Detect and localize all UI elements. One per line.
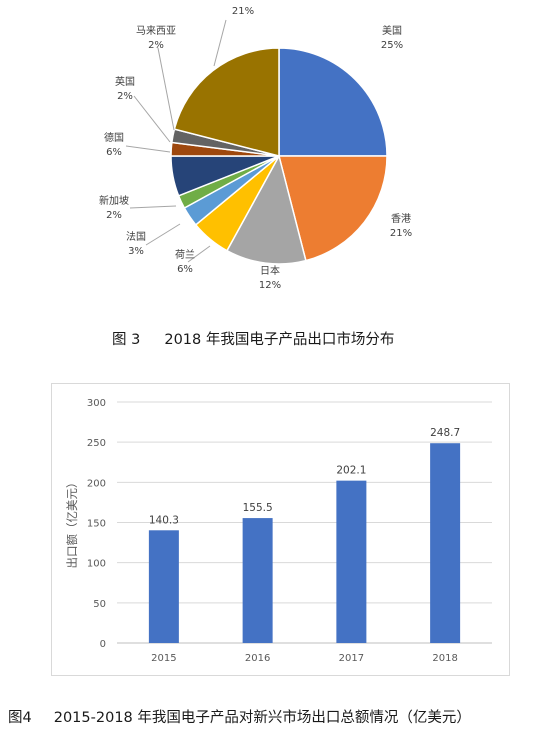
- x-tick-label: 2015: [151, 653, 176, 664]
- pie-percent-label: 2%: [117, 91, 133, 102]
- bar-2018: [430, 443, 461, 643]
- x-tick-label: 2018: [432, 653, 457, 664]
- y-tick-label: 300: [87, 398, 106, 409]
- pie-percent-label: 21%: [390, 228, 412, 239]
- bar-2017: [336, 480, 367, 643]
- leader-line-9: [157, 47, 175, 131]
- x-tick-label: 2017: [339, 653, 364, 664]
- pie-slice-3: [225, 153, 307, 265]
- pie-category-label: 英国: [115, 75, 135, 88]
- pie-percent-label: 25%: [381, 40, 403, 51]
- pie-category-label: 荷兰: [175, 248, 195, 261]
- pie-percent-label: 3%: [128, 246, 144, 257]
- pie-category-label: 新加坡: [99, 194, 129, 207]
- y-tick-label: 0: [100, 639, 106, 650]
- figure-4-number: 图4: [8, 710, 32, 726]
- y-tick-label: 50: [93, 599, 106, 610]
- bar-chart-frame: 0 50 100 150 200 250 300 出口额（亿美元） 140.3 2015 155.5…: [51, 383, 510, 676]
- pie-chart: 美国 25% 香港 21% 日本 12% 荷兰 6% 法国 3% 新加坡 2% 德国 6% 英国 2% 马来西亚…: [99, 6, 412, 291]
- pie-category-label: 法国: [126, 230, 146, 243]
- pie-slice-1: [278, 47, 388, 157]
- bar-2015: [148, 530, 179, 643]
- bar-data-label: 155.5: [243, 502, 273, 514]
- bar-data-label: 140.3: [149, 514, 179, 526]
- pie-category-label: 香港: [391, 213, 411, 225]
- leader-line-8: [133, 95, 171, 143]
- pie-percent-label: 21%: [232, 6, 254, 17]
- pie-slice-10: [173, 47, 280, 157]
- y-tick-label: 250: [87, 438, 106, 449]
- leader-line-7: [125, 145, 171, 153]
- bar-2016: [242, 518, 273, 643]
- pie-category-label: 日本: [260, 264, 280, 277]
- figure-3-caption: 图 3 2018 年我国电子产品出口市场分布: [112, 328, 394, 349]
- y-tick-label: 150: [87, 519, 106, 530]
- pie-percent-label: 2%: [106, 210, 122, 221]
- pie-percent-label: 2%: [148, 40, 164, 51]
- figure-3-number: 图 3: [112, 332, 141, 348]
- pie-category-label: 美国: [382, 24, 402, 37]
- leader-line-4: [187, 245, 211, 263]
- leader-line-6: [129, 205, 177, 209]
- y-axis-label: 出口额（亿美元）: [65, 477, 79, 569]
- figure-3-title: 2018 年我国电子产品出口市场分布: [164, 332, 395, 348]
- x-tick-label: 2016: [245, 653, 270, 664]
- bar-chart: 0 50 100 150 200 250 300 出口额（亿美元） 140.3 2015 155.5…: [65, 398, 492, 664]
- pie-percent-label: 12%: [259, 280, 281, 291]
- bar-data-label: 248.7: [430, 427, 460, 439]
- figure-4-title: 2015-2018 年我国电子产品对新兴市场出口总额情况（亿美元）: [53, 710, 471, 726]
- pie-category-label: 德国: [104, 131, 124, 144]
- pie-slice-2: [278, 155, 388, 262]
- pie-percent-label: 6%: [177, 264, 193, 275]
- figure-4-caption: 图4 2015-2018 年我国电子产品对新兴市场出口总额情况（亿美元）: [8, 706, 471, 727]
- pie-category-label: 马来西亚: [136, 25, 176, 37]
- leader-line-5: [145, 223, 181, 246]
- pie-percent-label: 6%: [106, 147, 122, 158]
- y-tick-label: 200: [87, 478, 106, 489]
- y-tick-label: 100: [87, 559, 106, 570]
- bar-data-label: 202.1: [336, 465, 366, 477]
- leader-line-10: [213, 19, 227, 67]
